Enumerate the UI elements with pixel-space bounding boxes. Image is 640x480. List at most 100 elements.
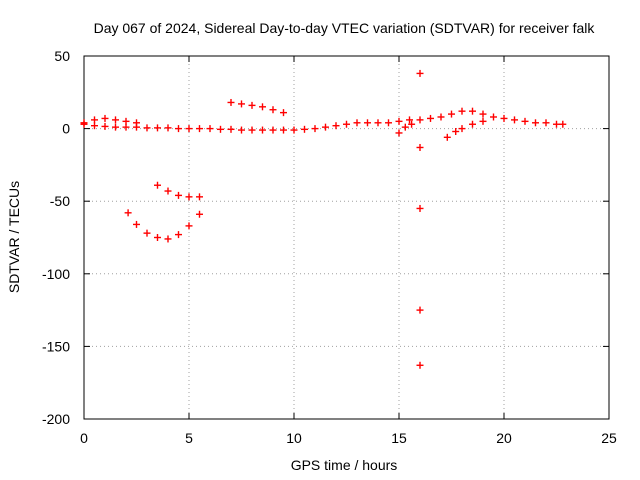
axis-ticks — [83, 55, 610, 420]
x-tick-label: 25 — [601, 430, 617, 446]
data-point — [196, 125, 203, 133]
series-u-curve — [124, 209, 203, 243]
x-axis-label: GPS time / hours — [291, 457, 398, 473]
data-point — [206, 125, 214, 133]
data-point — [238, 126, 245, 134]
data-point — [443, 133, 451, 141]
data-point — [490, 113, 497, 121]
data-point — [101, 122, 109, 130]
data-point — [248, 101, 256, 109]
y-tick-label: -150 — [42, 338, 70, 354]
x-tick-labels: 0 5 10 15 20 25 — [80, 430, 617, 446]
data-point — [143, 124, 151, 132]
data-point — [395, 117, 403, 125]
y-axis-label: SDTVAR / TECUs — [6, 181, 22, 293]
data-point — [532, 119, 539, 127]
data-point — [80, 119, 88, 127]
data-point — [154, 234, 161, 241]
plot-frame — [83, 55, 610, 420]
series-arc-3.5-5.5 — [154, 181, 203, 201]
data-point — [269, 106, 277, 114]
data-point — [164, 235, 172, 243]
data-point — [227, 125, 235, 133]
data-point — [374, 119, 382, 127]
y-tick-label: -100 — [42, 266, 70, 282]
y-tick-label: -50 — [50, 193, 70, 209]
data-point — [280, 126, 287, 134]
data-point — [469, 120, 476, 128]
series-main-band — [80, 107, 567, 134]
data-point — [408, 120, 416, 128]
data-point — [196, 210, 203, 218]
data-point — [91, 116, 98, 124]
data-point — [511, 116, 518, 124]
data-point — [542, 119, 550, 127]
data-point — [301, 125, 308, 133]
data-point — [395, 129, 403, 137]
data-point — [175, 231, 182, 239]
data-point — [322, 123, 329, 131]
data-point — [143, 229, 151, 237]
data-point — [112, 116, 119, 124]
series-rise-17-19 — [443, 117, 487, 141]
data-point — [401, 123, 409, 131]
data-point — [458, 107, 466, 115]
x-tick-label: 10 — [286, 430, 302, 446]
data-point — [259, 126, 266, 134]
data-point — [437, 113, 445, 121]
data-point — [101, 114, 109, 122]
y-tick-labels: 50 0 -50 -100 -150 -200 — [42, 48, 70, 427]
data-point — [311, 125, 319, 133]
data-point — [416, 204, 424, 212]
data-point — [185, 193, 193, 201]
data-point — [112, 123, 119, 131]
x-tick-label: 15 — [391, 430, 407, 446]
data-point — [364, 119, 371, 127]
data-point — [227, 98, 235, 106]
data-point — [353, 119, 361, 127]
x-tick-label: 20 — [496, 430, 512, 446]
data-point — [290, 126, 298, 134]
data-point — [164, 124, 172, 132]
chart-title: Day 067 of 2024, Sidereal Day-to-day VTE… — [94, 20, 596, 36]
data-point — [427, 114, 434, 122]
x-tick-label: 5 — [185, 430, 193, 446]
series-outliers-16 — [416, 69, 424, 369]
data-point — [416, 361, 424, 369]
data-point — [164, 187, 172, 195]
data-point — [406, 116, 413, 124]
y-tick-label: -200 — [42, 411, 70, 427]
data-point — [175, 125, 182, 133]
data-point — [154, 124, 161, 132]
data-point — [343, 120, 350, 128]
data-point — [416, 306, 424, 314]
data-point — [122, 117, 130, 125]
data-point — [448, 110, 455, 118]
data-point — [269, 126, 277, 134]
data-point — [133, 119, 140, 127]
data-point — [416, 143, 424, 151]
data-point — [185, 222, 193, 230]
y-tick-label: 50 — [54, 48, 70, 64]
data-point — [521, 117, 529, 125]
data-point — [416, 69, 424, 77]
data-point — [133, 220, 140, 228]
series-upper-band — [80, 114, 140, 127]
data-point — [553, 120, 560, 128]
data-point — [185, 125, 193, 133]
data-point — [479, 110, 487, 118]
data-points — [80, 69, 567, 369]
data-point — [458, 125, 466, 133]
data-point — [217, 125, 224, 133]
data-point — [196, 193, 203, 201]
data-point — [416, 116, 424, 124]
data-point — [259, 103, 266, 111]
grid — [83, 55, 610, 420]
data-point — [154, 181, 161, 189]
series-arc-7-10 — [227, 98, 287, 117]
data-point — [500, 114, 508, 122]
data-point — [452, 128, 460, 136]
data-point — [479, 117, 487, 125]
data-point — [385, 119, 392, 127]
